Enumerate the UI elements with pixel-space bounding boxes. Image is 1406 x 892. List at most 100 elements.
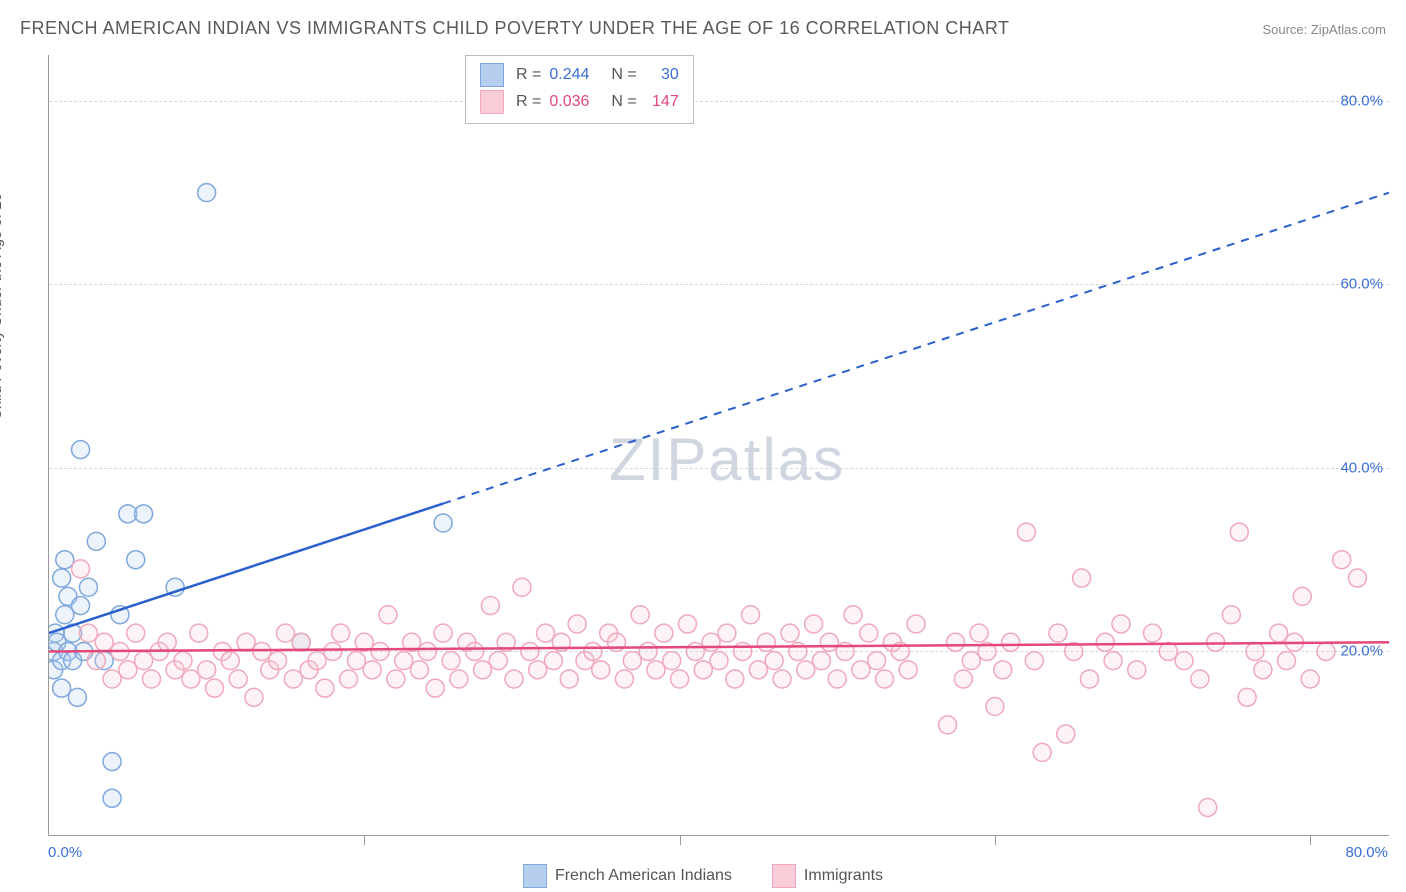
data-point — [1017, 523, 1035, 541]
trendline-dashed — [443, 193, 1389, 504]
x-axis-min-label: 0.0% — [48, 844, 82, 861]
data-point — [1278, 652, 1296, 670]
source-attribution: Source: ZipAtlas.com — [1262, 22, 1386, 37]
data-point — [686, 642, 704, 660]
data-point — [828, 670, 846, 688]
r-label: R = — [516, 66, 541, 84]
data-point — [276, 624, 294, 642]
data-point — [245, 688, 263, 706]
chart-svg — [49, 55, 1389, 835]
legend-swatch — [772, 864, 796, 888]
legend-swatch — [480, 90, 504, 114]
data-point — [1073, 569, 1091, 587]
data-point — [135, 652, 153, 670]
data-point — [710, 652, 728, 670]
data-point — [371, 642, 389, 660]
data-point — [72, 560, 90, 578]
data-point — [781, 624, 799, 642]
stats-box: R =0.244N =30R =0.036N =147 — [465, 55, 694, 124]
data-point — [56, 606, 74, 624]
data-point — [663, 652, 681, 670]
data-point — [820, 633, 838, 651]
data-point — [253, 642, 271, 660]
data-point — [103, 670, 121, 688]
data-point — [87, 532, 105, 550]
x-tick — [1310, 835, 1311, 845]
data-point — [1301, 670, 1319, 688]
n-value: 147 — [645, 93, 679, 111]
stats-row: R =0.036N =147 — [480, 90, 679, 114]
data-point — [1128, 661, 1146, 679]
data-point — [986, 698, 1004, 716]
data-point — [316, 679, 334, 697]
data-point — [434, 514, 452, 532]
data-point — [53, 679, 71, 697]
data-point — [79, 578, 97, 596]
data-point — [340, 670, 358, 688]
legend-item: Immigrants — [772, 864, 883, 888]
data-point — [1080, 670, 1098, 688]
data-point — [1175, 652, 1193, 670]
legend-swatch — [523, 864, 547, 888]
legend-swatch — [480, 63, 504, 87]
data-point — [962, 652, 980, 670]
data-point — [72, 441, 90, 459]
data-point — [615, 670, 633, 688]
data-point — [387, 670, 405, 688]
data-point — [702, 633, 720, 651]
data-point — [852, 661, 870, 679]
data-point — [844, 606, 862, 624]
data-point — [513, 578, 531, 596]
data-point — [1112, 615, 1130, 633]
data-point — [907, 615, 925, 633]
data-point — [765, 652, 783, 670]
x-tick — [995, 835, 996, 845]
data-point — [190, 624, 208, 642]
data-point — [332, 624, 350, 642]
data-point — [568, 615, 586, 633]
data-point — [363, 661, 381, 679]
data-point — [718, 624, 736, 642]
data-point — [198, 184, 216, 202]
data-point — [308, 652, 326, 670]
data-point — [103, 789, 121, 807]
n-value: 30 — [645, 66, 679, 84]
data-point — [103, 753, 121, 771]
data-point — [1159, 642, 1177, 660]
source-label: Source: — [1262, 22, 1310, 37]
data-point — [1191, 670, 1209, 688]
r-label: R = — [516, 93, 541, 111]
data-point — [1025, 652, 1043, 670]
data-point — [481, 597, 499, 615]
data-point — [1348, 569, 1366, 587]
data-point — [269, 652, 287, 670]
data-point — [631, 606, 649, 624]
data-point — [1317, 642, 1335, 660]
legend-bottom: French American Indians Immigrants — [0, 864, 1406, 888]
data-point — [72, 597, 90, 615]
data-point — [182, 670, 200, 688]
data-point — [174, 652, 192, 670]
data-point — [450, 670, 468, 688]
data-point — [1057, 725, 1075, 743]
data-point — [1246, 642, 1264, 660]
data-point — [1222, 606, 1240, 624]
data-point — [560, 670, 578, 688]
x-tick — [364, 835, 365, 845]
data-point — [970, 624, 988, 642]
data-point — [749, 661, 767, 679]
legend-item: French American Indians — [523, 864, 732, 888]
data-point — [694, 661, 712, 679]
data-point — [584, 642, 602, 660]
source-link[interactable]: ZipAtlas.com — [1311, 22, 1386, 37]
data-point — [1333, 551, 1351, 569]
data-point — [324, 642, 342, 660]
n-label: N = — [611, 66, 636, 84]
stats-row: R =0.244N =30 — [480, 63, 679, 87]
data-point — [426, 679, 444, 697]
data-point — [529, 661, 547, 679]
data-point — [671, 670, 689, 688]
data-point — [1104, 652, 1122, 670]
x-tick — [680, 835, 681, 845]
data-point — [221, 652, 239, 670]
